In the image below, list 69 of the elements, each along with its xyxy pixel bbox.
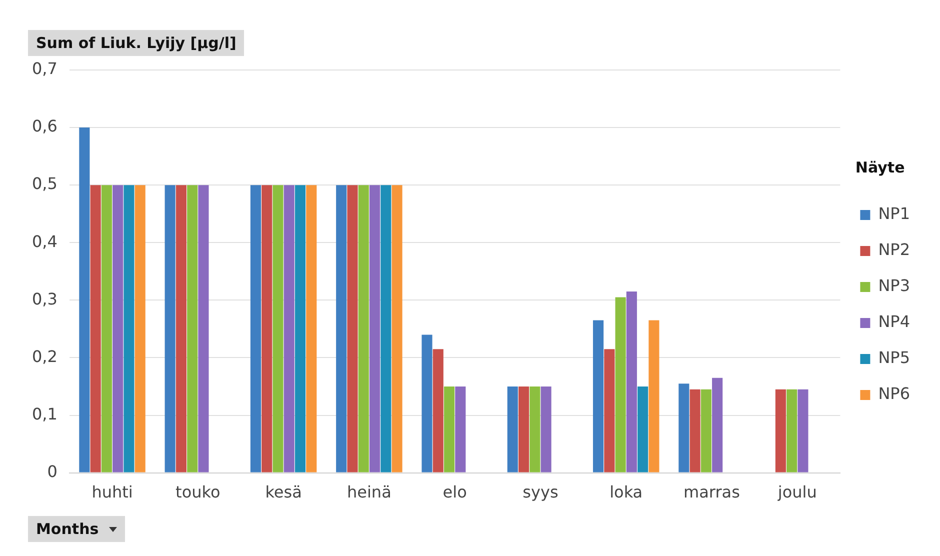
bar <box>678 384 690 472</box>
bar <box>79 128 90 472</box>
x-tick-label: kesä <box>265 482 302 502</box>
bar <box>101 185 112 472</box>
bar <box>540 386 552 472</box>
bar <box>250 185 261 472</box>
y-tick-label: 0,2 <box>32 346 58 366</box>
y-tick-label: 0,4 <box>32 232 58 251</box>
bar <box>124 185 134 472</box>
bar <box>786 389 798 472</box>
x-tick-label: heinä <box>346 482 392 502</box>
x-tick-label: joulu <box>776 482 817 502</box>
bar <box>422 334 432 472</box>
y-tick-label: 0,1 <box>32 404 58 424</box>
bar <box>455 386 466 472</box>
bar <box>90 185 101 472</box>
bar <box>432 349 444 472</box>
x-axis-title: Months <box>36 520 99 538</box>
bar <box>507 386 518 472</box>
bar <box>294 185 306 472</box>
bar <box>262 185 272 472</box>
legend-label: NP2 <box>878 240 910 260</box>
x-tick-label: touko <box>176 482 220 502</box>
y-tick-label: 0,7 <box>32 59 58 78</box>
legend-label: NP5 <box>878 348 910 368</box>
legend-label: NP4 <box>878 312 910 332</box>
bar <box>775 389 786 472</box>
bar <box>380 185 392 472</box>
bar <box>164 185 176 472</box>
bar <box>392 185 402 472</box>
y-tick-label: 0 <box>47 462 58 481</box>
bar <box>518 386 530 472</box>
bar <box>615 297 626 472</box>
bar <box>176 185 186 472</box>
bar <box>712 378 723 472</box>
bar <box>798 389 808 472</box>
legend-label: NP1 <box>878 204 910 224</box>
bar <box>626 292 637 472</box>
x-tick-label: huhti <box>92 482 133 502</box>
y-tick-label: 0,5 <box>32 174 58 194</box>
bar <box>648 320 660 472</box>
bar <box>690 389 700 472</box>
legend-label: NP3 <box>878 276 910 296</box>
bar <box>187 185 198 472</box>
x-tick-label: loka <box>610 482 643 502</box>
bar <box>444 386 455 472</box>
bar <box>638 386 648 472</box>
bar <box>198 185 209 472</box>
bar <box>134 185 146 472</box>
x-tick-label: marras <box>684 482 740 502</box>
bar <box>369 185 380 472</box>
bar <box>358 185 369 472</box>
bar <box>530 386 540 472</box>
x-tick-label: elo <box>442 482 467 502</box>
legend-title: Näyte <box>855 158 905 176</box>
y-tick-label: 0,6 <box>32 116 58 136</box>
bar <box>592 320 604 472</box>
y-tick-label: 0,3 <box>32 289 58 308</box>
bar <box>284 185 294 472</box>
bar <box>272 185 284 472</box>
bar <box>112 185 124 472</box>
bar <box>604 349 615 472</box>
legend-label: NP6 <box>878 384 910 404</box>
bar <box>347 185 358 472</box>
bar <box>336 185 347 472</box>
bar <box>306 185 317 472</box>
bar <box>700 389 712 472</box>
chart-title: Sum of Liuk. Lyijy [µg/l] <box>28 30 244 56</box>
x-tick-label: syys <box>522 482 558 502</box>
